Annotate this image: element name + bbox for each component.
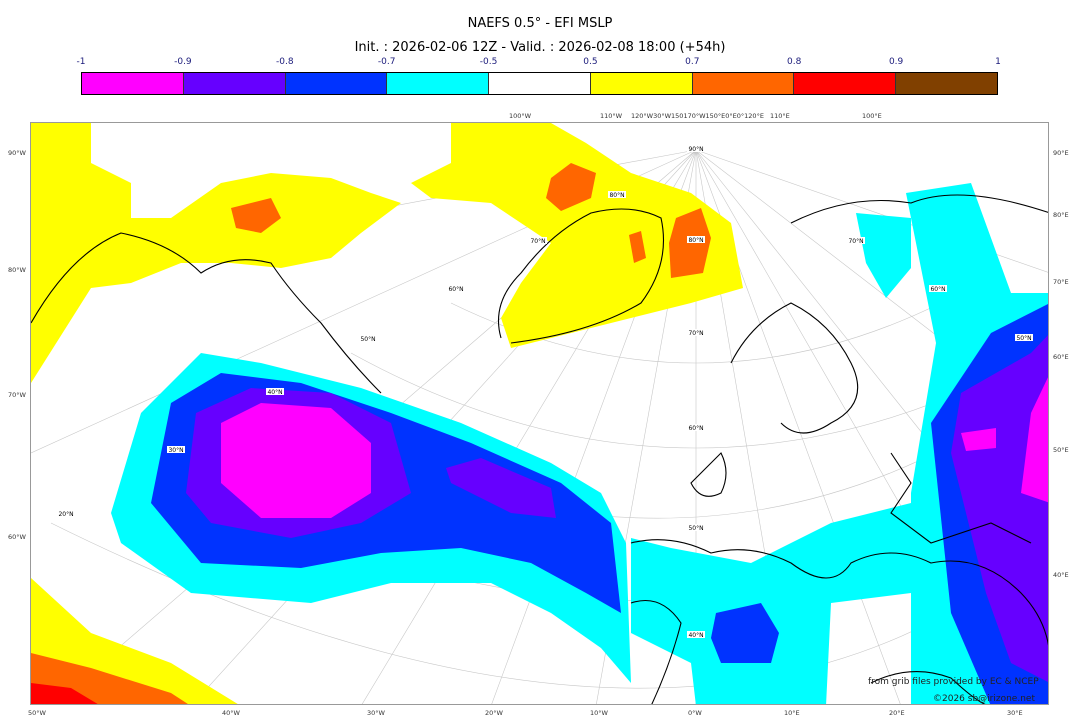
lat-label: 20°N xyxy=(58,511,73,518)
axis-label-left: 70°W xyxy=(8,391,26,399)
lat-label: 60°N xyxy=(448,286,463,293)
efi-positive-areas xyxy=(31,123,743,704)
lat-label: 50°N xyxy=(1016,335,1031,342)
orange-area-2 xyxy=(546,163,596,211)
axis-label-left: 90°W xyxy=(8,149,26,157)
axis-label-bottom: 0°W xyxy=(688,709,702,717)
map-svg: 90°N 80°N 80°N 70°N 70°N 70°N 60°N 60°N 60°N 50°N… xyxy=(31,123,1048,704)
lat-label: 60°N xyxy=(930,286,945,293)
yellow-area-canada xyxy=(31,123,401,383)
lat-label: 40°N xyxy=(688,632,703,639)
colorbar-segment xyxy=(590,73,693,94)
lat-label-bg xyxy=(687,236,705,243)
colorbar-segment xyxy=(896,73,998,94)
coastlines xyxy=(31,194,1048,704)
lat-label-bg xyxy=(687,329,705,336)
colorbar-tick: 0.7 xyxy=(685,57,700,67)
lat-label: 40°N xyxy=(267,389,282,396)
lat-label: 60°N xyxy=(688,425,703,432)
colorbar-tick: -1 xyxy=(76,57,86,67)
colorbar-tick: -0.9 xyxy=(174,57,192,67)
efi-negative-areas xyxy=(111,183,1048,704)
colorbar-segment xyxy=(794,73,897,94)
colorbar-segment xyxy=(387,73,490,94)
axis-label-right: 90°E xyxy=(1053,149,1069,157)
magenta-area-east xyxy=(1021,377,1048,503)
lat-label-bg xyxy=(447,285,465,292)
lat-label-bg xyxy=(929,285,947,292)
axis-label-right: 80°E xyxy=(1053,211,1069,219)
axis-label-top: 110°E xyxy=(770,112,790,120)
colorbar-segment xyxy=(183,73,286,94)
colorbar-segment xyxy=(692,73,795,94)
cyan-area-europe xyxy=(631,503,911,704)
colorbar-tick: 1 xyxy=(995,57,1001,67)
colorbar-tick: 0.5 xyxy=(583,57,598,67)
axis-label-left: 80°W xyxy=(8,266,26,274)
axis-label-top: 100°E xyxy=(862,112,882,120)
colorbar-segment xyxy=(285,73,388,94)
axis-label-right: 50°E xyxy=(1053,446,1069,454)
orange-area-1 xyxy=(231,198,281,233)
colorbar-segment xyxy=(489,73,591,94)
lat-label-bg xyxy=(1015,334,1033,341)
chart-title: NAEFS 0.5° - EFI MSLP xyxy=(467,16,613,31)
lat-label-bg xyxy=(687,524,705,531)
lat-label-bg xyxy=(847,237,865,244)
lat-label: 70°N xyxy=(848,238,863,245)
lat-label: 50°N xyxy=(360,336,375,343)
source-credit: from grib files provided by EC & NCEP xyxy=(868,677,1039,687)
lat-label-bg xyxy=(529,237,547,244)
lat-label-bg xyxy=(359,335,377,342)
lat-labels: 90°N 80°N 80°N 70°N 70°N 70°N 60°N 60°N 60°N 50°N… xyxy=(57,145,1033,639)
blue-area-med xyxy=(711,603,779,663)
axis-label-top: 100°W xyxy=(509,112,532,120)
lat-label: 80°N xyxy=(609,192,624,199)
colorbar-tick: -0.5 xyxy=(479,57,498,67)
lat-label-bg xyxy=(687,424,705,431)
axis-label-left: 60°W xyxy=(8,533,26,541)
lat-label-bg xyxy=(687,631,705,638)
colorbar-tick: 0.9 xyxy=(888,57,904,67)
axis-label-bottom: 40°W xyxy=(222,709,240,717)
axis-label-top: 120°W30°W150170°W150°E0°E0°120°E xyxy=(631,112,764,120)
lat-label: 80°N xyxy=(688,237,703,244)
red-area-sw xyxy=(31,683,98,704)
axis-label-right: 60°E xyxy=(1053,353,1069,361)
colorbar-tick: -0.8 xyxy=(275,57,294,67)
colorbar-tick: 0.8 xyxy=(787,57,802,67)
colorbar-segment xyxy=(82,73,184,94)
axis-label-bottom: 30°W xyxy=(367,709,385,717)
axis-label-bottom: 20°W xyxy=(485,709,503,717)
orange-area-4 xyxy=(629,231,646,263)
axis-label-bottom: 50°W xyxy=(28,709,46,717)
copyright-credit: ©2026 sb@irizone.net xyxy=(933,694,1035,704)
axis-label-bottom: 10°E xyxy=(784,709,800,717)
lat-label: 90°N xyxy=(688,146,703,153)
lat-label-bg xyxy=(608,191,626,198)
cyan-area-scandi xyxy=(856,213,911,298)
colorbar-legend xyxy=(81,72,998,95)
lat-label-bg xyxy=(266,388,284,395)
purple-area-atlantic-2 xyxy=(446,458,556,518)
axis-label-bottom: 20°E xyxy=(889,709,905,717)
lat-label: 70°N xyxy=(688,330,703,337)
lat-label: 70°N xyxy=(530,238,545,245)
lat-label: 50°N xyxy=(688,525,703,532)
lat-label-bg xyxy=(687,145,705,152)
axis-label-right: 70°E xyxy=(1053,278,1069,286)
colorbar-tick: -0.7 xyxy=(377,57,396,67)
chart-subtitle: Init. : 2026-02-06 12Z - Valid. : 2026-0… xyxy=(354,40,726,55)
axis-label-top: 110°W xyxy=(600,112,623,120)
magenta-area-east-2 xyxy=(961,428,996,451)
map-panel: 90°N 80°N 80°N 70°N 70°N 70°N 60°N 60°N 60°N 50°N… xyxy=(30,122,1049,705)
axis-label-right: 40°E xyxy=(1053,571,1069,579)
magenta-area-atlantic xyxy=(221,403,371,518)
lat-label: 30°N xyxy=(168,447,183,454)
lat-label-bg xyxy=(167,446,185,453)
axis-label-bottom: 30°E xyxy=(1007,709,1023,717)
axis-label-bottom: 10°W xyxy=(590,709,608,717)
yellow-area-greenland xyxy=(411,123,743,348)
lat-label-bg xyxy=(57,510,75,517)
